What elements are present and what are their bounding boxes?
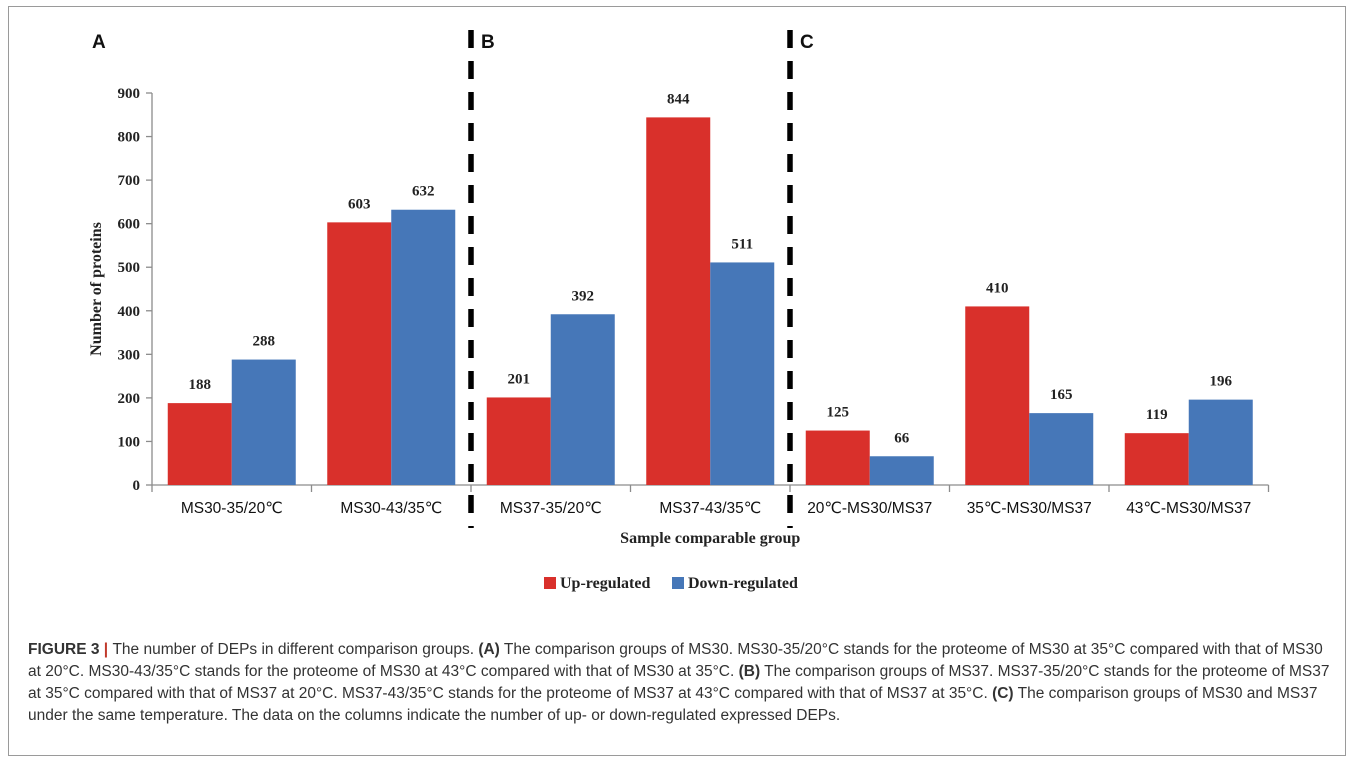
caption-intro: The number of DEPs in different comparis… [112,641,479,658]
bar-value-label: 165 [1050,387,1073,403]
bar [805,430,870,485]
bar-value-label: 66 [894,430,910,446]
bar [486,397,551,485]
y-tick-label: 600 [118,217,141,233]
y-tick-label: 500 [118,260,141,276]
y-tick-label: 100 [118,434,141,450]
bar-value-label: 392 [572,288,595,304]
bar-value-label: 125 [827,405,850,421]
caption-separator: | [99,641,113,658]
caption-a-label: (A) [478,641,500,658]
caption-c-label: (C) [992,685,1014,702]
panel-label: A [92,32,106,53]
bar [167,403,232,485]
caption-figure-label: FIGURE 3 [28,641,100,658]
bar-value-label: 288 [253,334,276,350]
x-tick-label: MS37-43/35℃ [659,500,761,517]
bar [710,262,775,485]
bar [550,314,615,485]
y-tick-label: 200 [118,391,141,407]
panel-label: C [800,32,814,53]
x-tick-label: MS30-35/20℃ [181,500,283,517]
bar-value-label: 201 [508,371,531,387]
bar [231,359,296,485]
bar-value-label: 196 [1210,374,1233,390]
x-tick-label: MS37-35/20℃ [500,500,602,517]
caption-b-text: The comparison groups of MS37. MS37-35/2… [28,663,1330,702]
y-tick-label: 400 [118,304,141,320]
caption-c-text: The comparison groups of MS30 and MS37 u… [28,685,1318,724]
legend-swatch [544,577,556,589]
bar-value-label: 632 [412,184,435,200]
caption-b-label: (B) [738,663,761,680]
bar-value-label: 188 [189,377,212,393]
legend-swatch [672,577,684,589]
bar [646,117,711,485]
x-tick-label: 35℃-MS30/MS37 [967,500,1092,517]
bar [1029,413,1094,485]
panel-label: B [481,32,495,53]
bar [965,306,1030,485]
bar [327,222,392,486]
x-tick-label: 43℃-MS30/MS37 [1126,500,1251,517]
bar-value-label: 844 [667,91,690,107]
bar-value-label: 603 [348,196,371,212]
bar-value-label: 511 [731,236,753,252]
bar [869,456,934,485]
y-axis-title: Number of proteins [88,222,105,356]
x-tick-label: MS30-43/35℃ [340,500,442,517]
figure-caption: FIGURE 3 | The number of DEPs in differe… [28,639,1333,727]
bar-value-label: 119 [1146,407,1168,423]
x-axis-title: Sample comparable group [620,530,800,547]
bar [391,209,456,485]
y-tick-label: 0 [133,478,141,494]
legend-label: Down-regulated [688,575,798,592]
bar-chart: 0 100 200 300 400 500 600 700 800 900 188 288 MS30-3… [88,30,1270,592]
y-tick-label: 700 [118,173,141,189]
y-tick-label: 900 [118,86,141,102]
legend-label: Up-regulated [560,575,650,592]
x-tick-label: 20℃-MS30/MS37 [807,500,932,517]
bar [1124,433,1189,485]
y-tick-label: 300 [118,347,141,363]
caption-a-text: The comparison groups of MS30. MS30-35/2… [28,641,1323,680]
bar [1188,399,1253,485]
bar-value-label: 410 [986,280,1009,296]
y-tick-label: 800 [118,130,141,146]
